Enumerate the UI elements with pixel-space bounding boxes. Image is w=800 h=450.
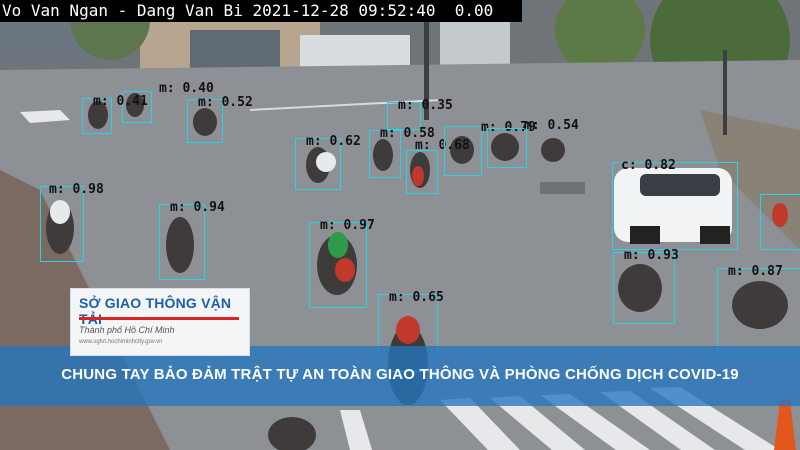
camera-osd-timestamp: Vo Van Ngan - Dang Van Bi 2021-12-28 09:… [0,0,522,22]
logo-title: SỞ GIAO THÔNG VẬN TẢI [79,295,232,327]
riders-green [328,232,348,258]
logo-divider [79,317,239,320]
detection-label: m: 0.41 [93,94,148,109]
detection-box: m: 0.94 [159,201,225,280]
department-logo-card: SỞ GIAO THÔNG VẬN TẢI Thành phố Hồ Chí M… [70,288,250,356]
detection-label: m: 0.68 [415,138,470,153]
manhole [540,182,585,194]
detection-label: m: 0.65 [389,290,444,305]
tree [555,0,645,75]
detection-box: m: 0.87 [717,264,800,354]
detection-box: m: 0.79 [444,121,536,176]
pole [723,50,727,135]
detection-box: m: 0.62 [295,135,361,190]
detection-box: m: 0.54 [487,119,579,168]
detection-box: m: 0.35 [387,99,453,130]
detection-label: m: 0.52 [198,95,253,110]
detection-box: m: 0.41 [82,95,148,134]
detection-label: m: 0.62 [306,134,361,149]
banner-text: CHUNG TAY BẢO ĐẢM TRẬT TỰ AN TOÀN GIAO T… [61,366,739,383]
white-car [614,168,732,244]
detection-label: m: 0.54 [524,118,579,133]
riders-red [335,166,788,344]
detection-box: c: 0.82 [612,158,738,250]
detection-box: m: 0.98 [40,183,104,262]
detection-label: m: 0.40 [159,81,214,96]
detection-label: m: 0.93 [624,248,679,263]
detection-box: m: 0.97 [309,219,375,308]
detection-box: m: 0.68 [406,139,470,194]
detection-label: m: 0.79 [481,120,536,135]
detection-label: m: 0.97 [320,218,375,233]
lane-line [249,99,441,111]
detection-label: m: 0.58 [380,126,435,141]
detection-label: m: 0.35 [398,98,453,113]
detection-box-partial [760,194,800,250]
detection-label: m: 0.87 [728,264,783,279]
detection-label: m: 0.98 [49,182,104,197]
pole [424,20,429,120]
detection-label: m: 0.94 [170,200,225,215]
detection-box: m: 0.93 [613,249,679,324]
detection-box: m: 0.58 [369,127,435,178]
logo-subtitle: Thành phố Hồ Chí Minh [79,325,175,335]
detection-box: m: 0.52 [187,96,253,143]
traffic-cone [774,400,796,450]
detection-box: m: 0.40 [122,82,214,123]
detection-label: c: 0.82 [621,158,676,173]
riders-white [50,152,336,224]
logo-url: www.sgtvt.hochiminhcity.gov.vn [79,339,163,345]
campaign-banner: CHUNG TAY BẢO ĐẢM TRẬT TỰ AN TOÀN GIAO T… [0,346,800,406]
